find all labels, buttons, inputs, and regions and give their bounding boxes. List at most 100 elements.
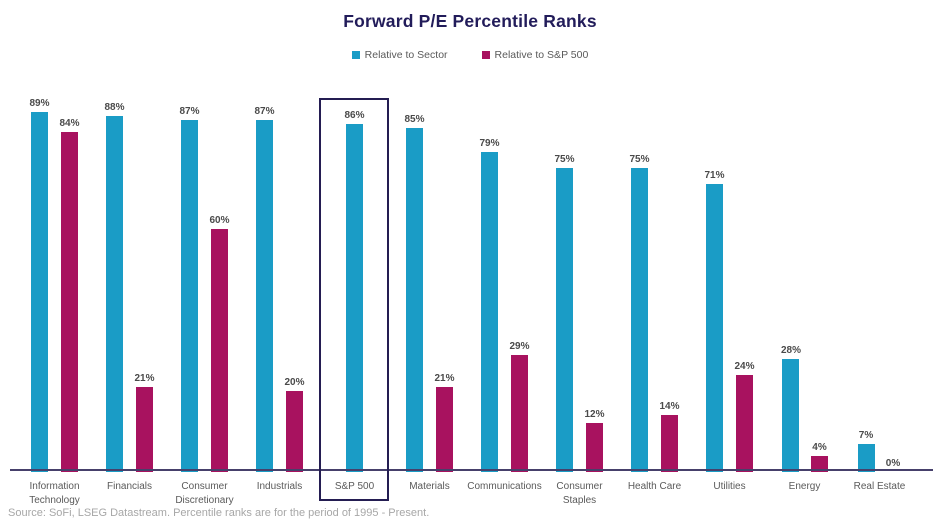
sp500-highlight-box xyxy=(319,98,389,501)
value-label: 60% xyxy=(209,215,230,226)
category-label: Real Estate xyxy=(853,481,906,492)
bar-group: 71% 24% Utilities xyxy=(692,67,767,507)
sector-bar xyxy=(630,168,648,472)
sector-bar xyxy=(480,152,498,472)
category-label: Materials xyxy=(409,481,450,492)
sector-bar-wrap: 88% xyxy=(104,102,125,472)
sector-bar xyxy=(180,120,198,472)
bar-pair: 75% 12% xyxy=(542,67,617,472)
value-label: 85% xyxy=(404,114,425,125)
bar-pair: 85% 21% xyxy=(392,67,467,472)
sp500-bar-wrap: 4% xyxy=(811,442,828,472)
sector-bar xyxy=(782,359,800,472)
value-label: 87% xyxy=(254,106,275,117)
sector-bar-wrap: 75% xyxy=(629,154,650,472)
sector-bar xyxy=(105,116,123,472)
sp500-bar-wrap: 24% xyxy=(735,361,755,472)
sector-bar xyxy=(345,124,363,472)
bar-group: 28% 4% Energy xyxy=(767,67,842,507)
value-label: 24% xyxy=(734,361,755,372)
bar-pair: 87% 20% xyxy=(242,67,317,472)
sector-bar-wrap: 87% xyxy=(254,106,275,472)
bar-group: 7% 0% Real Estate xyxy=(842,67,917,507)
sp500-bar-wrap: 21% xyxy=(435,373,455,472)
value-label: 89% xyxy=(29,98,50,109)
sector-bar-wrap: 86% xyxy=(344,110,365,472)
bar-pair: 89% 84% xyxy=(17,67,92,472)
sector-bar-wrap: 85% xyxy=(404,114,425,472)
value-label: 20% xyxy=(284,377,305,388)
legend-label-sp500: Relative to S&P 500 xyxy=(494,49,589,61)
bar-group: 86% S&P 500 xyxy=(317,67,392,507)
sector-bar-wrap: 89% xyxy=(29,98,50,472)
sp500-bar-wrap: 0% xyxy=(885,458,902,472)
category-label: Communications xyxy=(467,481,542,492)
x-axis-line xyxy=(10,469,933,471)
value-label: 0% xyxy=(885,458,901,469)
category-label: Consumer Discretionary xyxy=(175,481,234,506)
category-label: Information Technology xyxy=(29,481,80,506)
sp500-bar-wrap: 29% xyxy=(510,341,530,472)
sp500-bar-wrap: 14% xyxy=(660,401,680,472)
category-label: Utilities xyxy=(713,481,746,492)
value-label: 12% xyxy=(584,409,605,420)
sector-bar xyxy=(857,444,875,472)
value-label: 88% xyxy=(104,102,125,113)
legend-item-sp500: Relative to S&P 500 xyxy=(481,49,589,61)
sector-bar-wrap: 79% xyxy=(479,138,500,472)
legend-label-sector: Relative to Sector xyxy=(364,49,448,61)
value-label: 71% xyxy=(704,170,725,181)
bar-pair: 71% 24% xyxy=(692,67,767,472)
sector-bar-wrap: 75% xyxy=(554,154,575,472)
value-label: 84% xyxy=(59,118,80,129)
sector-bar-wrap: 71% xyxy=(704,170,725,472)
sector-bar-wrap: 87% xyxy=(179,106,200,472)
sp500-bar xyxy=(286,391,303,472)
sector-bar-wrap: 28% xyxy=(781,345,801,472)
sector-bar xyxy=(705,184,723,472)
category-label: S&P 500 xyxy=(334,481,375,492)
value-label: 4% xyxy=(812,442,827,453)
category-label: Industrials xyxy=(256,481,303,492)
plot-area: 89% 84% Information Technology 88% 21% Fin… xyxy=(17,67,917,507)
bar-pair: 28% 4% xyxy=(767,67,842,472)
category-label: Energy xyxy=(788,481,821,492)
value-label: 28% xyxy=(780,345,801,356)
bar-pair: 7% 0% xyxy=(842,67,917,472)
sp500-bar xyxy=(661,415,678,472)
sp500-bar xyxy=(61,132,78,472)
sp500-bar xyxy=(586,423,603,472)
sp500-bar xyxy=(811,456,828,472)
value-label: 79% xyxy=(479,138,500,149)
category-label: Consumer Staples xyxy=(556,481,603,506)
bar-pair: 87% 60% xyxy=(167,67,242,472)
bar-pair: 75% 14% xyxy=(617,67,692,472)
sector-bar xyxy=(405,128,423,472)
sp500-bar-wrap: 21% xyxy=(135,373,155,472)
bar-pair: 86% xyxy=(317,67,392,472)
sp500-bar-wrap: 84% xyxy=(60,118,80,472)
bar-group: 87% 60% Consumer Discretionary xyxy=(167,67,242,507)
value-label: 21% xyxy=(134,373,155,384)
category-label: Health Care xyxy=(627,481,682,492)
bar-pair: 88% 21% xyxy=(92,67,167,472)
sector-bar xyxy=(30,112,48,472)
chart-legend: Relative to Sector Relative to S&P 500 xyxy=(0,49,940,61)
sp500-bar-wrap: 20% xyxy=(285,377,305,472)
sector-bar xyxy=(255,120,273,472)
bar-group: 75% 14% Health Care xyxy=(617,67,692,507)
sp500-bar xyxy=(511,355,528,472)
sector-bar-wrap: 7% xyxy=(857,430,875,472)
value-label: 86% xyxy=(344,110,365,121)
sp500-bar xyxy=(736,375,753,472)
sp500-bar xyxy=(211,229,228,472)
bar-pair: 79% 29% xyxy=(467,67,542,472)
bar-group: 85% 21% Materials xyxy=(392,67,467,507)
legend-item-sector: Relative to Sector xyxy=(351,49,448,61)
sp500-bar-wrap: 60% xyxy=(210,215,230,472)
sp500-bar-wrap: 12% xyxy=(585,409,605,472)
value-label: 14% xyxy=(659,401,680,412)
sector-bar xyxy=(555,168,573,472)
sector-swatch-icon xyxy=(351,51,360,59)
